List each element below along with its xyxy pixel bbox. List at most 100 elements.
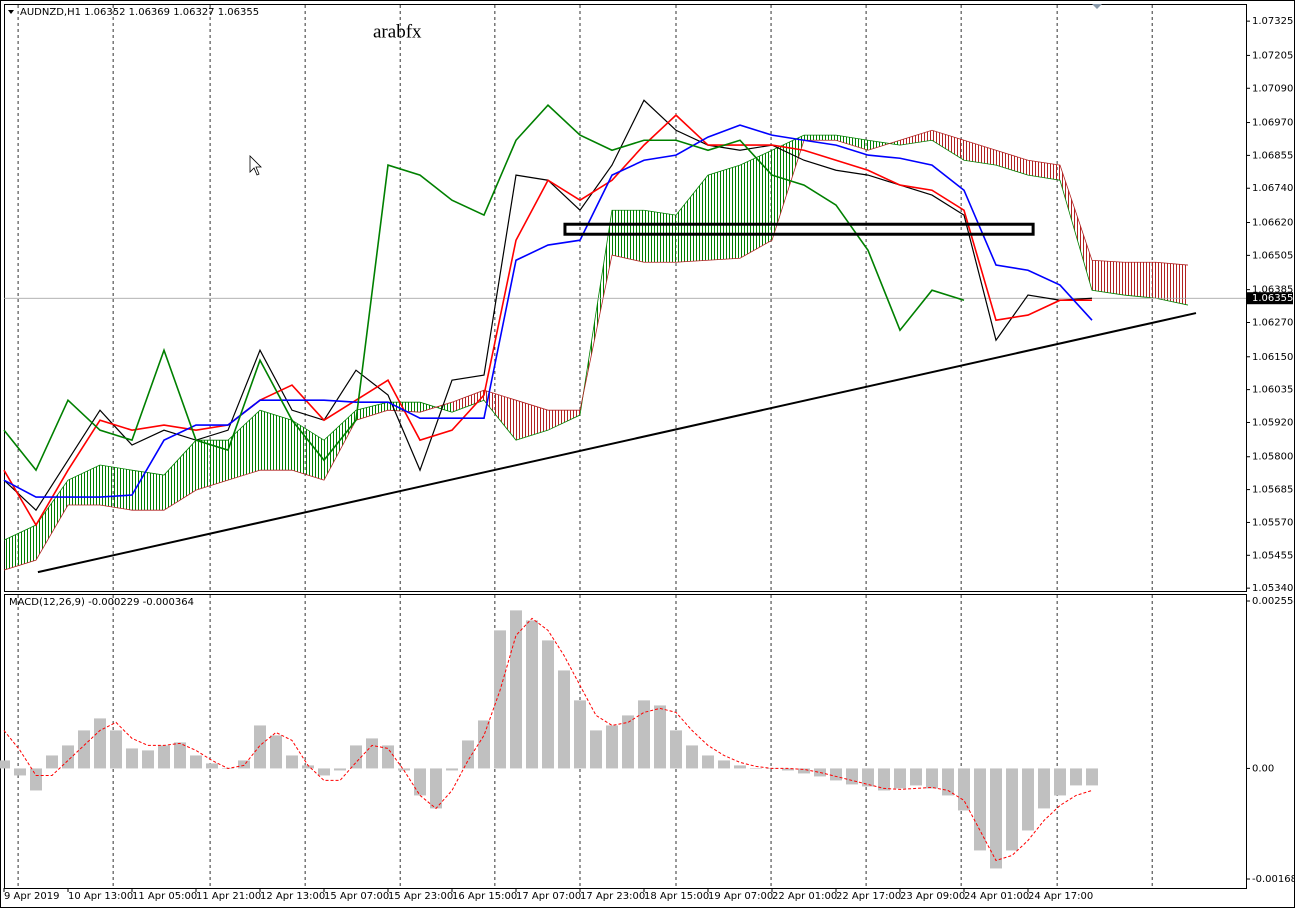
y-tick-label: 1.07090 bbox=[1252, 83, 1293, 94]
price-label-box bbox=[1247, 292, 1293, 305]
macd-bar bbox=[1070, 768, 1082, 786]
y-tick-label: 1.06385 bbox=[1252, 285, 1293, 296]
signal-line bbox=[3, 617, 1093, 862]
macd-bar bbox=[0, 760, 10, 769]
macd-bar bbox=[606, 725, 618, 769]
span-a bbox=[3, 134, 1189, 541]
macd-bar bbox=[14, 768, 26, 776]
macd-bar bbox=[830, 768, 842, 781]
y-tick-label: 1.06150 bbox=[1252, 352, 1293, 363]
macd-bar bbox=[990, 768, 1002, 869]
macd-bar bbox=[126, 748, 138, 769]
macd-bar bbox=[334, 768, 346, 771]
cloud-segment bbox=[356, 402, 388, 421]
macd-bar bbox=[270, 735, 282, 769]
y-tick-label: 1.05800 bbox=[1252, 452, 1293, 463]
macd-bar bbox=[654, 705, 666, 769]
macd-panel bbox=[4, 594, 1247, 889]
macd-bar bbox=[174, 742, 186, 769]
y-tick-label: 1.05685 bbox=[1252, 485, 1293, 496]
macd-bar bbox=[478, 720, 490, 769]
cloud-segment bbox=[452, 390, 484, 413]
cloud-segment bbox=[804, 135, 836, 141]
cloud-segment bbox=[996, 150, 1028, 176]
x-tick-label: 24 Apr 01:00 bbox=[964, 891, 1029, 902]
cloud-segment bbox=[164, 440, 196, 511]
macd-bar bbox=[526, 620, 538, 769]
macd-bar bbox=[46, 755, 58, 769]
cloud-segment bbox=[388, 402, 420, 413]
price-line bbox=[3, 103, 965, 472]
y-tick-label: 1.05340 bbox=[1252, 583, 1293, 594]
macd-bar bbox=[686, 745, 698, 769]
macd-bar bbox=[254, 725, 266, 769]
macd-bar bbox=[62, 745, 74, 769]
macd-bar bbox=[30, 768, 42, 791]
cloud-segment bbox=[1028, 160, 1060, 181]
y-tick-label: 1.05570 bbox=[1252, 517, 1293, 528]
x-tick-label: 19 Apr 07:00 bbox=[708, 891, 773, 902]
macd-bar bbox=[958, 768, 970, 811]
macd-bar bbox=[494, 630, 506, 769]
macd-bar bbox=[142, 750, 154, 769]
macd-bar bbox=[430, 768, 442, 809]
x-tick-label: 22 Apr 17:00 bbox=[836, 891, 901, 902]
macd-bar bbox=[910, 768, 922, 786]
menu-arrow[interactable] bbox=[8, 10, 14, 14]
macd-bar bbox=[638, 700, 650, 769]
cloud-segment bbox=[836, 135, 868, 151]
y-tick-label: 0.00 bbox=[1252, 763, 1274, 774]
macd-bar bbox=[718, 760, 730, 769]
y-tick-label: 1.06620 bbox=[1252, 218, 1293, 229]
y-tick-label: 1.07205 bbox=[1252, 50, 1293, 61]
macd-bar bbox=[1054, 768, 1066, 796]
cloud-segment bbox=[324, 410, 356, 481]
trendline bbox=[37, 312, 1197, 574]
shift-marker bbox=[1092, 4, 1102, 9]
x-tick-label: 17 Apr 07:00 bbox=[516, 891, 581, 902]
y-tick-label: -0.001687 bbox=[1252, 874, 1295, 885]
cloud-segment bbox=[132, 470, 164, 511]
macd-bar bbox=[846, 768, 858, 785]
cloud-segment bbox=[740, 150, 772, 259]
cloud-segment bbox=[612, 210, 644, 263]
y-tick-label: 1.07325 bbox=[1252, 16, 1293, 27]
macd-bar bbox=[206, 763, 218, 769]
macd-bar bbox=[238, 760, 250, 769]
zone bbox=[563, 222, 1035, 236]
macd-bar bbox=[382, 745, 394, 769]
y-tick-label: 1.06970 bbox=[1252, 118, 1293, 129]
x-tick-label: 9 Apr 2019 bbox=[4, 891, 59, 902]
macd-bar bbox=[702, 755, 714, 769]
y-tick-label: 1.06270 bbox=[1252, 317, 1293, 328]
macd-bar bbox=[814, 768, 826, 777]
x-tick-label: 11 Apr 21:00 bbox=[196, 891, 261, 902]
y-tick-label: 1.06035 bbox=[1252, 385, 1293, 396]
macd-bar bbox=[446, 768, 458, 771]
plot-layer: 1.07325 1.07205 1.07090 1.06970 1.06855 1.067… bbox=[0, 5, 1295, 902]
cloud-segment bbox=[1060, 165, 1092, 291]
macd-bar bbox=[366, 738, 378, 769]
macd-bar bbox=[782, 768, 794, 771]
x-tick-label: 15 Apr 23:00 bbox=[388, 891, 453, 902]
x-tick-label: 18 Apr 15:00 bbox=[644, 891, 709, 902]
macd-bar bbox=[462, 740, 474, 769]
macd-bar bbox=[574, 700, 586, 769]
macd-bar bbox=[974, 768, 986, 851]
macd-bar bbox=[542, 640, 554, 769]
cloud-segment bbox=[484, 390, 516, 441]
current-price-label: 1.06355 bbox=[1252, 293, 1293, 304]
price-line bbox=[3, 114, 1092, 527]
macd-bar bbox=[798, 768, 810, 774]
x-tick-label: 12 Apr 13:00 bbox=[260, 891, 325, 902]
macd-bar bbox=[190, 755, 202, 769]
macd-bar bbox=[286, 755, 298, 769]
macd-bar bbox=[942, 768, 954, 796]
cloud-segment bbox=[1124, 262, 1156, 299]
cursor bbox=[249, 155, 262, 176]
cloud-segment bbox=[548, 410, 580, 431]
macd-bar bbox=[878, 768, 890, 791]
annotation: arabfx bbox=[373, 21, 422, 42]
